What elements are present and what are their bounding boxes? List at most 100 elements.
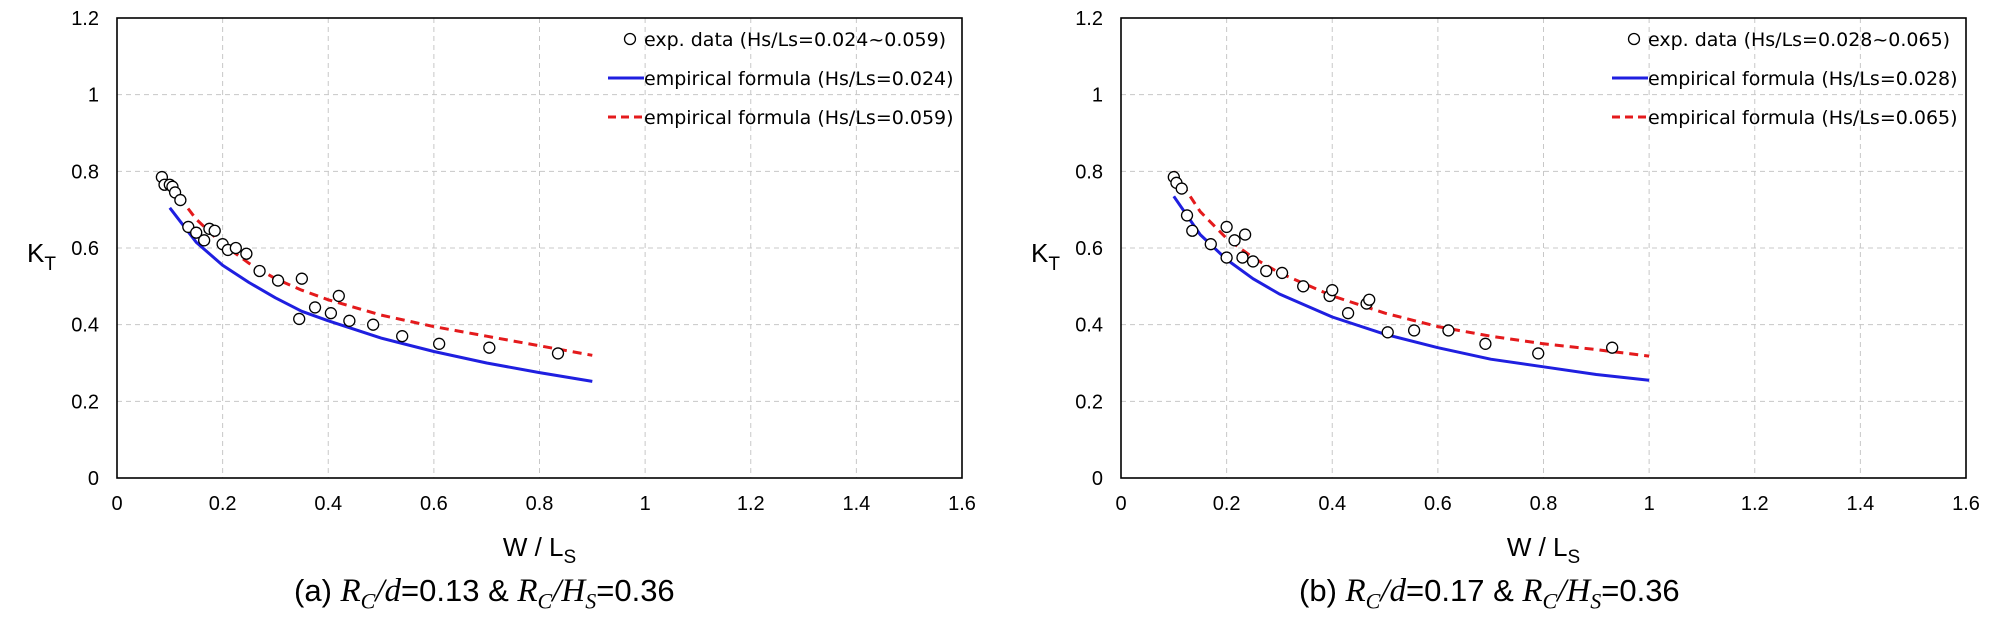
chart-a-data-point bbox=[483, 341, 496, 354]
chart-b-data-point bbox=[1326, 284, 1339, 297]
chart-a-svg: 0 0.2 0.4 0.6 0.8 1 1.2 0 0.2 0.4 0.6 0.8 1 1.2 1.4 1.6… bbox=[27, 8, 976, 568]
chart-b-xtick-label: 1.6 bbox=[1952, 493, 1980, 515]
chart-b-svg: 0 0.2 0.4 0.6 0.8 1 1.2 0 0.2 0.4 0.6 0.8 1 1.2 1.4 1.6… bbox=[1031, 8, 1980, 568]
chart-b-series-line-2 bbox=[1172, 170, 1650, 358]
chart-a-grid bbox=[117, 18, 962, 478]
chart-a-data-point bbox=[343, 314, 356, 327]
chart-b-data-point bbox=[1186, 224, 1199, 237]
chart-b-data-point bbox=[1532, 347, 1545, 360]
chart-b-ytick-label: 0.2 bbox=[1075, 391, 1103, 413]
chart-a-data-point bbox=[174, 193, 187, 207]
chart-b-xtick-label: 1.4 bbox=[1846, 493, 1874, 515]
chart-a-ytick-label: 0 bbox=[88, 468, 99, 490]
chart-a-data-point bbox=[433, 337, 446, 350]
chart-b-frame bbox=[1120, 17, 1967, 479]
chart-b-ytick-label: 0.8 bbox=[1075, 161, 1103, 183]
chart-a-xtick-label: 1 bbox=[640, 493, 651, 515]
chart-a-data-point bbox=[396, 330, 409, 343]
chart-a-xtick-label: 0.2 bbox=[209, 493, 237, 515]
chart-b-data-point bbox=[1246, 255, 1260, 268]
chart-b-ytick-label: 1 bbox=[1092, 85, 1103, 107]
chart-a-data-point bbox=[308, 301, 322, 314]
chart-a-series-line-1 bbox=[168, 206, 593, 383]
chart-b-data-point bbox=[1407, 324, 1421, 337]
caption-b-prefix: (b) bbox=[1299, 573, 1346, 608]
chart-b-data-point bbox=[1275, 266, 1289, 280]
chart-b-xtick-label: 0.4 bbox=[1318, 493, 1346, 515]
chart-b-data-point bbox=[1238, 228, 1252, 241]
chart-a-data-point bbox=[208, 224, 221, 237]
chart-b-legend-label: exp. data (Hs/Ls=0.028~0.065) bbox=[1648, 29, 1950, 51]
chart-b-data-point bbox=[1260, 264, 1273, 278]
chart-b-data-point bbox=[1363, 293, 1376, 306]
chart-a-ytick-label: 0.8 bbox=[71, 161, 99, 183]
chart-a-data-point bbox=[253, 264, 266, 278]
chart-a-legend-label: exp. data (Hs/Ls=0.024~0.059) bbox=[644, 29, 946, 51]
chart-b-xtick-label: 0.8 bbox=[1530, 493, 1558, 515]
chart-b-data-point bbox=[1341, 307, 1355, 320]
chart-b-series-line-1 bbox=[1172, 195, 1650, 382]
chart-a-frame bbox=[116, 17, 963, 479]
chart-a-legend-marker bbox=[623, 32, 637, 46]
chart-b-data-point bbox=[1297, 280, 1310, 293]
chart-a-xtick-label: 0 bbox=[111, 493, 122, 515]
chart-b-caption: (b) RC/d=0.17 & RC/HS=0.36 bbox=[1299, 573, 1680, 614]
chart-a-data-point bbox=[190, 226, 203, 239]
chart-b-data-point bbox=[1479, 337, 1492, 350]
chart-b-xtick-label: 1.2 bbox=[1741, 493, 1769, 515]
chart-a-ytick-label: 0.2 bbox=[71, 391, 99, 413]
chart-b-data-point bbox=[1606, 341, 1619, 354]
chart-b-data-point bbox=[1175, 182, 1188, 195]
chart-a-xtick-label: 0.4 bbox=[314, 493, 342, 515]
chart-b-data-point bbox=[1180, 209, 1194, 222]
chart-a-data-point bbox=[293, 312, 306, 326]
chart-a-ytick-label: 1 bbox=[88, 85, 99, 107]
chart-b-data-point bbox=[1442, 324, 1455, 337]
chart-b-data-point bbox=[1381, 326, 1394, 339]
chart-a-ytick-label: 0.4 bbox=[71, 315, 99, 337]
caption-a-prefix: (a) bbox=[294, 573, 341, 608]
chart-a-xlabel: W / LS bbox=[503, 532, 576, 568]
chart-a-data-point bbox=[197, 234, 211, 247]
chart-a-data-point bbox=[324, 307, 338, 320]
chart-b-grid bbox=[1121, 18, 1966, 478]
chart-b-data-point bbox=[1236, 251, 1249, 264]
chart-a-data-point bbox=[551, 347, 565, 360]
chart-b-ytick-label: 0.6 bbox=[1075, 238, 1103, 260]
chart-a-ylabel: KT bbox=[27, 238, 56, 275]
chart-a-xtick-label: 1.2 bbox=[737, 493, 765, 515]
chart-a-ytick-label: 0.6 bbox=[71, 238, 99, 260]
chart-a-legend-label: empirical formula (Hs/Ls=0.059) bbox=[644, 107, 954, 129]
chart-a-xtick-label: 0.8 bbox=[526, 493, 554, 515]
chart-a-data-point bbox=[240, 247, 253, 260]
chart-panel-b: 0 0.2 0.4 0.6 0.8 1 1.2 0 0.2 0.4 0.6 0.8 1 1.2 1.4 1.6… bbox=[1004, 0, 2008, 617]
chart-b-ylabel: KT bbox=[1031, 238, 1060, 275]
chart-a-caption: (a) RC/d=0.13 & RC/HS=0.36 bbox=[294, 573, 675, 614]
chart-b-data-point bbox=[1204, 238, 1217, 251]
chart-a-xtick-label: 0.6 bbox=[420, 493, 448, 515]
chart-a-data-point bbox=[332, 289, 345, 303]
chart-b-ytick-label: 0.4 bbox=[1075, 315, 1103, 337]
chart-a-legend-label: empirical formula (Hs/Ls=0.024) bbox=[644, 68, 954, 90]
chart-b-data-point bbox=[1220, 220, 1233, 234]
chart-a-data-point bbox=[295, 272, 308, 285]
chart-b-data-point bbox=[1220, 251, 1233, 264]
chart-b-xlabel: W / LS bbox=[1507, 532, 1580, 568]
chart-b-ytick-label: 1.2 bbox=[1075, 8, 1103, 30]
chart-a-series-line-2 bbox=[168, 183, 593, 357]
chart-a-data-point bbox=[229, 241, 242, 255]
chart-b-legend-marker bbox=[1627, 32, 1641, 46]
chart-b-legend-label: empirical formula (Hs/Ls=0.028) bbox=[1648, 68, 1958, 90]
chart-a-ytick-label: 1.2 bbox=[71, 8, 99, 30]
chart-b-xtick-label: 0.6 bbox=[1424, 493, 1452, 515]
chart-b-xtick-label: 0 bbox=[1115, 493, 1126, 515]
chart-b-xtick-label: 1 bbox=[1644, 493, 1655, 515]
chart-b-data-point bbox=[1228, 234, 1241, 247]
chart-panel-a: 0 0.2 0.4 0.6 0.8 1 1.2 0 0.2 0.4 0.6 0.8 1 1.2 1.4 1.6… bbox=[27, 8, 976, 614]
chart-b-ytick-label: 0 bbox=[1092, 468, 1103, 490]
chart-a-data-point bbox=[271, 274, 285, 287]
chart-b-legend-label: empirical formula (Hs/Ls=0.065) bbox=[1648, 107, 1958, 129]
chart-a-xtick-label: 1.6 bbox=[948, 493, 976, 515]
chart-a-data-point bbox=[366, 318, 380, 331]
chart-b-xtick-label: 0.2 bbox=[1213, 493, 1241, 515]
